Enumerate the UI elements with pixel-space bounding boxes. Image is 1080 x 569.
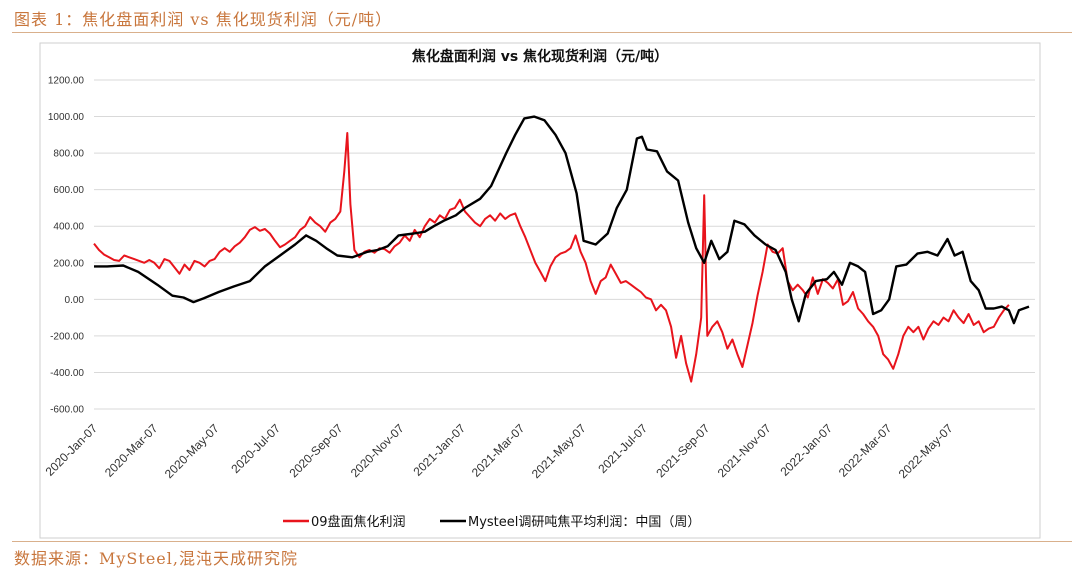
x-tick-label: 2022-Mar-07: [836, 421, 895, 480]
chart-title: 焦化盘面利润 vs 焦化现货利润（元/吨）: [411, 48, 668, 65]
y-tick-label: 0.00: [65, 295, 85, 306]
series-line-2: [94, 115, 1030, 325]
y-tick-label: 600.00: [53, 185, 84, 196]
y-tick-label: -200.00: [50, 331, 84, 342]
x-tick-label: 2020-May-07: [162, 421, 222, 481]
x-tick-label: 2021-Nov-07: [715, 421, 774, 480]
legend-label-2: Mysteel调研吨焦平均利润：中国（周）: [468, 515, 700, 530]
figure-source: 数据来源：MySteel,混沌天成研究院: [14, 549, 298, 568]
series-line-1: [93, 132, 1010, 383]
y-tick-label: -400.00: [50, 368, 84, 379]
x-tick-label: 2021-May-07: [529, 421, 589, 481]
x-tick-label: 2022-Jan-07: [777, 421, 835, 479]
y-tick-label: 200.00: [53, 258, 84, 269]
gridlines: [94, 79, 1035, 410]
y-tick-label: 1000.00: [48, 112, 85, 123]
x-tick-label: 2021-Sep-07: [653, 421, 712, 480]
x-tick-label: 2021-Jan-07: [411, 421, 469, 479]
series-lines: [93, 115, 1030, 383]
x-tick-label: 2021-Mar-07: [469, 421, 528, 480]
figure-header: 图表 1：焦化盘面利润 vs 焦化现货利润（元/吨）: [14, 10, 393, 29]
legend-label-1: 09盘面焦化利润: [311, 514, 406, 530]
x-tick-label: 2021-Jul-07: [595, 421, 650, 476]
y-tick-label: 400.00: [53, 222, 84, 233]
header-divider: [12, 32, 1072, 33]
y-tick-label: 1200.00: [48, 76, 85, 87]
x-tick-label: 2020-Jul-07: [228, 421, 283, 476]
y-tick-label: 800.00: [53, 149, 84, 160]
y-axis-ticks: 1200.00 1000.00 800.00 600.00 400.00 200.00 0.…: [48, 76, 85, 416]
y-tick-label: -600.00: [50, 405, 84, 416]
x-tick-label: 2022-May-07: [896, 421, 956, 481]
chart-border: [39, 42, 1041, 539]
x-tick-label: 2020-Sep-07: [286, 421, 345, 480]
x-tick-label: 2020-Nov-07: [348, 421, 407, 480]
x-tick-label: 2020-Mar-07: [102, 421, 161, 480]
x-axis-ticks: 2020-Jan-07 2020-Mar-07 2020-May-07 2020-Ju…: [43, 421, 956, 481]
legend: 09盘面焦化利润 Mysteel调研吨焦平均利润：中国（周）: [283, 514, 700, 530]
footer-divider: [12, 541, 1072, 542]
x-tick-label: 2020-Jan-07: [43, 421, 101, 479]
